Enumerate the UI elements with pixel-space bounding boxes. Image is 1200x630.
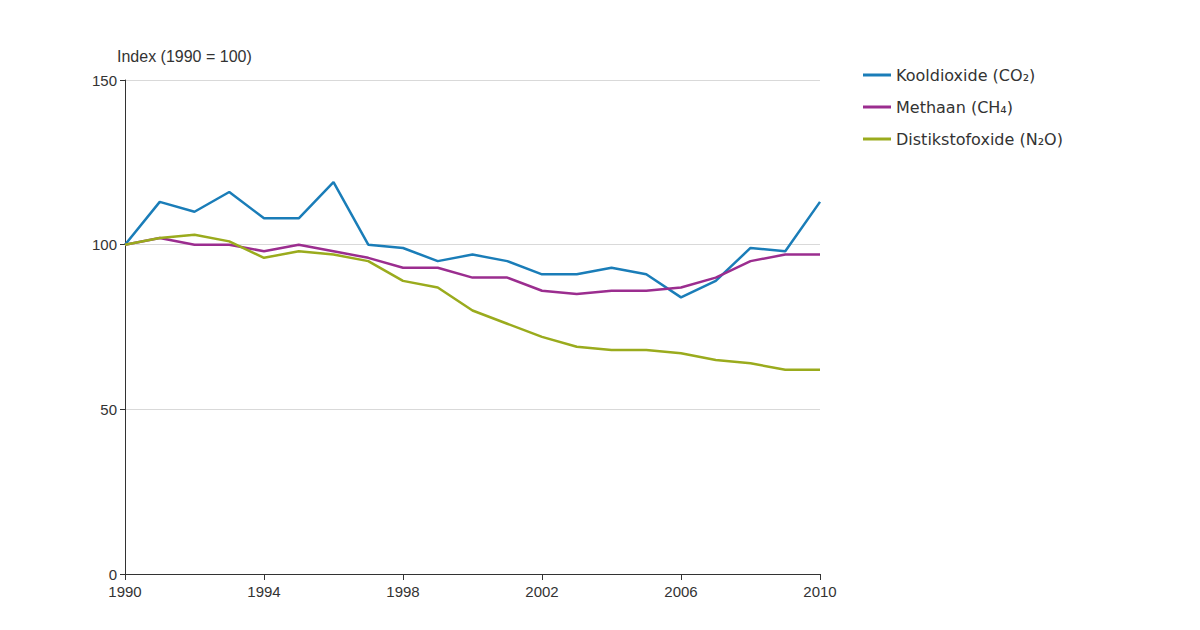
svg-text:2010: 2010 xyxy=(803,583,836,600)
svg-text:0: 0 xyxy=(109,566,117,583)
svg-text:100: 100 xyxy=(92,236,117,253)
svg-text:150: 150 xyxy=(92,72,117,89)
svg-text:50: 50 xyxy=(100,401,117,418)
svg-text:2006: 2006 xyxy=(664,583,697,600)
svg-text:2002: 2002 xyxy=(525,583,558,600)
svg-text:Index (1990 = 100): Index (1990 = 100) xyxy=(117,48,252,65)
svg-text:Kooldioxide (CO₂): Kooldioxide (CO₂) xyxy=(896,66,1035,85)
svg-text:1998: 1998 xyxy=(386,583,419,600)
svg-text:1994: 1994 xyxy=(247,583,280,600)
svg-text:1990: 1990 xyxy=(108,583,141,600)
svg-text:Distikstofoxide (N₂O): Distikstofoxide (N₂O) xyxy=(896,130,1063,149)
svg-text:Methaan (CH₄): Methaan (CH₄) xyxy=(896,98,1013,117)
